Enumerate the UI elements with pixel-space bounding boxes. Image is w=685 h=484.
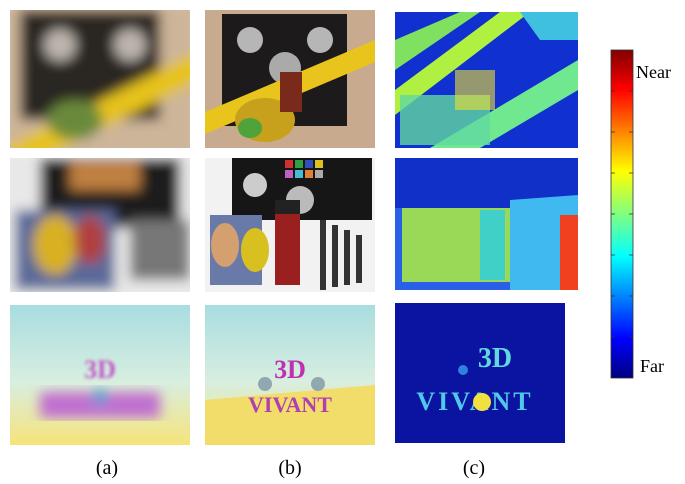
scene-text: 3D xyxy=(274,355,306,384)
caption: (b) xyxy=(278,457,301,479)
caption: (c) xyxy=(463,457,485,479)
image-b3: 3D VIVANT xyxy=(205,305,375,445)
image-b1 xyxy=(205,10,375,148)
image-a3: 3D xyxy=(10,305,190,445)
caption: (a) xyxy=(96,457,118,479)
colorbar-label: Far xyxy=(640,356,664,376)
depth-c1 xyxy=(395,12,578,148)
scene-text: 3D xyxy=(478,343,512,374)
figure: 3D 3D VIVANT 3D VIVANT Near Far (a) (b) … xyxy=(0,0,685,484)
depth-c2 xyxy=(395,158,578,290)
image-a2 xyxy=(0,150,200,300)
scene-text: 3D xyxy=(84,355,116,384)
image-b2 xyxy=(205,158,375,292)
scene-text: VIVANT xyxy=(248,392,332,417)
image-a1 xyxy=(0,0,200,180)
depth-c3: 3D VIVANT xyxy=(395,303,565,443)
colorbar-label: Near xyxy=(636,62,671,82)
